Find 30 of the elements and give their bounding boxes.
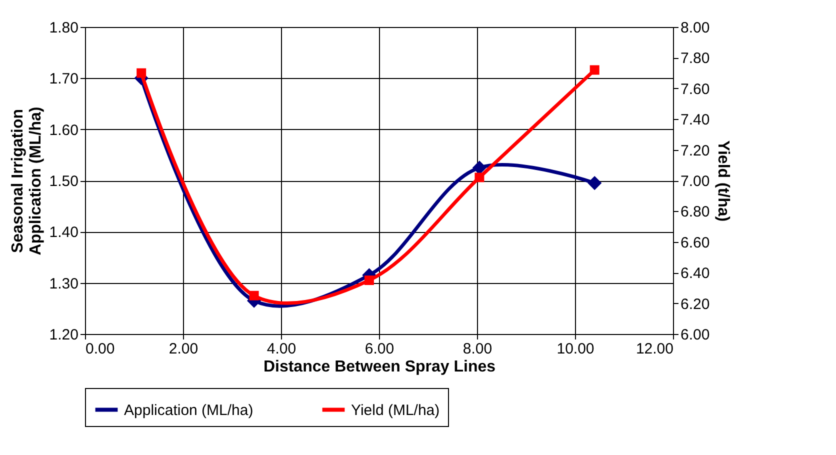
y2-tick-label: 7.20 <box>680 142 710 160</box>
x-tick-label: 0.00 <box>86 340 115 358</box>
y2-axis-title: Yield (t/ha) <box>714 140 732 222</box>
y2-tick-label: 6.40 <box>680 265 710 282</box>
y-tick-label: 1.80 <box>49 20 78 36</box>
x-tick-label: 10.00 <box>556 340 594 358</box>
y2-tick-label: 6.60 <box>680 234 710 252</box>
x-tick-label: 4.00 <box>266 340 296 358</box>
x-tick-label: 6.00 <box>364 340 394 358</box>
y-tick-label: 1.40 <box>49 224 78 242</box>
y-tick-label: 1.50 <box>49 173 78 190</box>
y2-tick-label: 6.20 <box>680 296 710 313</box>
x-tick-label: 12.00 <box>636 340 674 358</box>
y2-tick-label: 7.80 <box>680 50 710 68</box>
legend-label: Yield (ML/ha) <box>351 402 440 419</box>
y-tick-label: 1.30 <box>49 275 78 292</box>
y2-tick-label: 7.60 <box>680 80 710 98</box>
x-tick-label: 2.00 <box>168 340 198 358</box>
y2-tick-label: 6.00 <box>680 326 710 344</box>
y2-tick-label: 8.00 <box>680 20 710 36</box>
y2-tick-label: 7.00 <box>680 173 710 190</box>
y-axis-title: Seasonal Irrigation Application (ML/ha) <box>9 106 44 256</box>
y2-tick-label: 7.40 <box>680 112 710 129</box>
y-tick-label: 1.70 <box>49 70 78 88</box>
legend-label: Application (ML/ha) <box>124 402 254 419</box>
x-tick-label: 8.00 <box>462 340 492 358</box>
y2-tick-label: 6.80 <box>680 204 710 221</box>
y-tick-label: 1.20 <box>49 326 78 344</box>
x-axis-title: Distance Between Spray Lines <box>263 358 496 376</box>
y-tick-label: 1.60 <box>49 122 78 139</box>
